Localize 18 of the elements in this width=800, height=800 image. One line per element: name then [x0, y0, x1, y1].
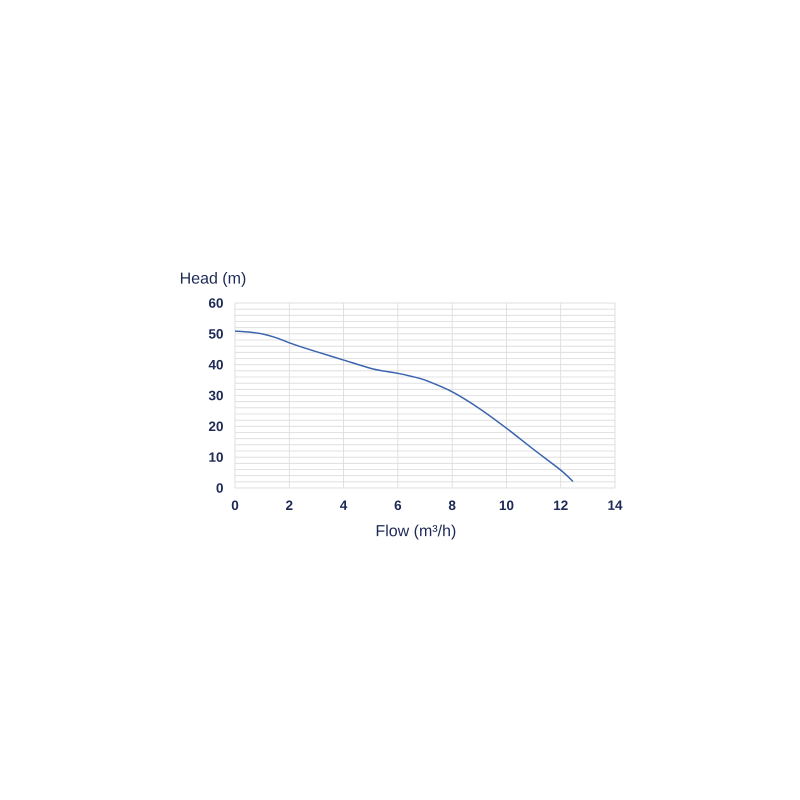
y-axis-title: Head (m) — [180, 272, 246, 287]
x-tick-label: 8 — [448, 500, 456, 510]
y-tick-label: 50 — [208, 329, 223, 339]
y-tick-label: 0 — [216, 483, 223, 493]
x-tick-label: 2 — [286, 500, 292, 510]
line-series — [235, 330, 574, 482]
x-tick-label: 6 — [394, 500, 402, 510]
x-tick-label: 10 — [500, 500, 514, 510]
y-tick-label: 30 — [208, 390, 223, 400]
x-axis-title: Flow (m³/h) — [376, 524, 456, 540]
y-tick-label: 40 — [208, 360, 223, 370]
x-tick-label: 14 — [608, 500, 622, 510]
y-tick-label: 20 — [208, 422, 223, 432]
y-tick-label: 60 — [208, 298, 223, 308]
x-tick-label: 12 — [554, 500, 568, 510]
x-tick-label: 4 — [340, 500, 348, 510]
y-tick-label: 10 — [209, 452, 223, 462]
x-tick-label: 0 — [232, 500, 238, 510]
